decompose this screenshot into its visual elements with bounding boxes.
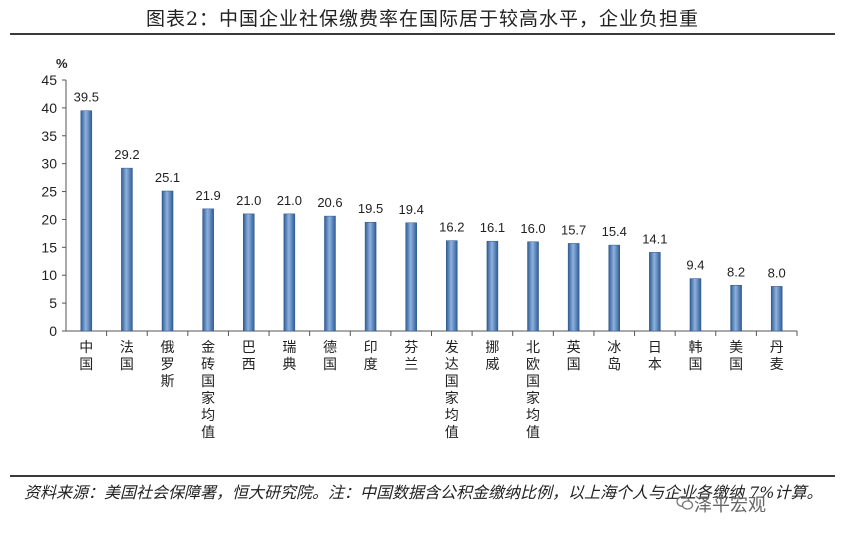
y-tick-label: 35 xyxy=(41,128,57,144)
data-label: 14.1 xyxy=(642,231,667,246)
data-label: 9.4 xyxy=(686,258,704,273)
x-category-label: 冰岛 xyxy=(607,340,621,373)
x-category-label: 韩国 xyxy=(688,340,702,373)
data-label: 21.9 xyxy=(195,188,220,203)
watermark: 泽平宏观 xyxy=(694,495,766,516)
source-note: 资料来源：美国社会保障署，恒大研究院。注：中国数据含公积金缴纳比例，以上海个人与… xyxy=(24,483,823,502)
y-tick-label: 10 xyxy=(41,267,57,283)
chart-title: 图表2：中国企业社保缴费率在国际居于较高水平，企业负担重 xyxy=(145,8,700,30)
footer-rule xyxy=(10,475,835,477)
x-category-label: 英国 xyxy=(567,339,581,373)
data-label: 16.2 xyxy=(439,220,464,235)
bar xyxy=(486,240,499,332)
bar xyxy=(567,243,580,332)
data-label: 29.2 xyxy=(114,147,139,162)
bar xyxy=(446,240,458,332)
x-category-label: 印度 xyxy=(364,340,378,373)
x-category-label: 芬兰 xyxy=(404,340,418,373)
x-category-label: 北欧国家均值 xyxy=(526,340,540,441)
bar xyxy=(689,278,702,332)
data-label: 21.0 xyxy=(277,193,302,208)
bar xyxy=(364,221,377,332)
data-label: 39.5 xyxy=(74,90,99,105)
x-category-label: 法国 xyxy=(120,340,134,373)
data-label: 15.4 xyxy=(602,224,627,239)
data-label: 16.1 xyxy=(480,220,505,235)
y-tick-label: 15 xyxy=(41,239,57,255)
y-tick-label: 20 xyxy=(41,211,57,227)
data-label: 19.5 xyxy=(358,201,383,216)
x-category-label: 中国 xyxy=(79,340,93,373)
x-category-label: 瑞典 xyxy=(282,340,296,373)
bar xyxy=(770,286,783,332)
data-label: 19.4 xyxy=(399,202,424,217)
y-tick-label: 5 xyxy=(49,295,57,311)
data-label: 8.0 xyxy=(768,265,786,280)
bar xyxy=(161,190,174,332)
x-category-label: 金砖国家均值 xyxy=(201,340,215,441)
y-tick-label: 25 xyxy=(41,184,57,200)
x-category-label: 挪威 xyxy=(485,340,499,373)
x-category-label: 俄罗斯 xyxy=(161,340,175,390)
x-category-label: 德国 xyxy=(323,340,337,373)
bar xyxy=(202,208,214,332)
y-tick-label: 40 xyxy=(41,100,57,116)
bar xyxy=(649,252,661,332)
x-category-label: 巴西 xyxy=(242,340,256,373)
x-category-label: 丹麦 xyxy=(770,340,784,373)
bar xyxy=(730,285,742,332)
title-rule xyxy=(10,33,835,35)
data-label: 21.0 xyxy=(236,193,261,208)
bar xyxy=(283,213,296,332)
bar xyxy=(405,222,417,332)
data-label: 8.2 xyxy=(727,264,745,279)
x-category-label: 发达国家均值 xyxy=(445,340,459,441)
data-label: 20.6 xyxy=(317,195,342,210)
bar xyxy=(121,167,133,332)
y-tick-label: 30 xyxy=(41,156,57,172)
x-category-label: 美国 xyxy=(729,340,743,373)
bar-chart: 0 5 10 15 20 25 30 35 40 45% 39.5 中国 29.2 法国 25.1 俄罗斯 2… xyxy=(41,56,798,441)
bar xyxy=(243,213,255,332)
data-label: 15.7 xyxy=(561,222,586,237)
bar xyxy=(80,110,93,332)
bar xyxy=(324,215,336,332)
x-category-label: 日本 xyxy=(648,340,662,373)
data-label: 25.1 xyxy=(155,170,180,185)
y-unit-label: % xyxy=(56,56,68,71)
data-label: 16.0 xyxy=(520,221,545,236)
bar xyxy=(608,244,620,332)
y-tick-label: 45 xyxy=(41,72,57,88)
bar xyxy=(527,241,539,332)
y-tick-label: 0 xyxy=(49,323,57,339)
wechat-icon xyxy=(676,495,694,510)
